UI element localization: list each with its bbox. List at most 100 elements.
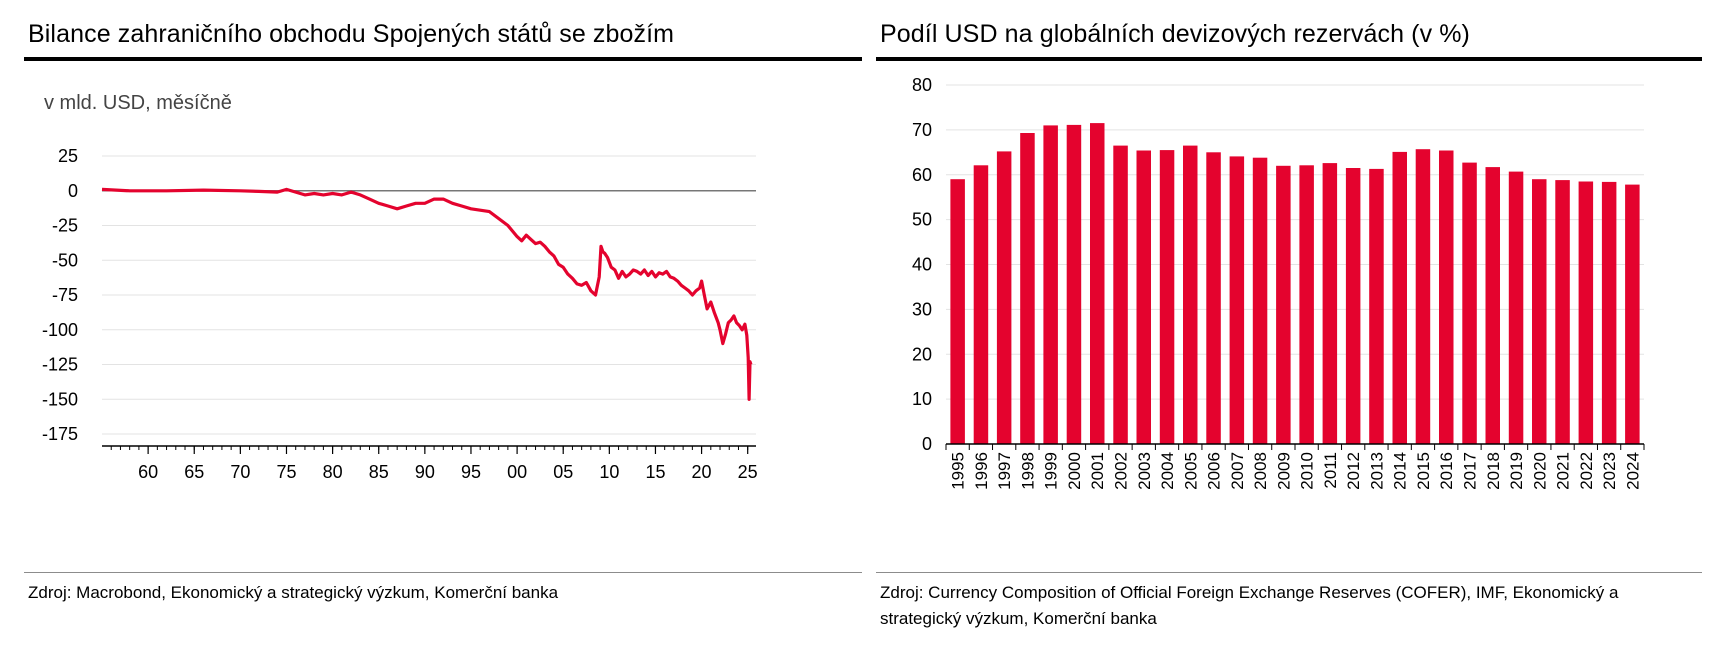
y-tick-label: -25 bbox=[52, 216, 78, 236]
y-tick-label: -75 bbox=[52, 285, 78, 305]
x-tick-label: 2019 bbox=[1507, 452, 1526, 490]
x-tick-label: 1997 bbox=[995, 452, 1014, 490]
trade-balance-subtitle: v mld. USD, měsíčně bbox=[44, 92, 232, 114]
y-tick-label: 60 bbox=[912, 165, 932, 185]
x-tick-label: 2023 bbox=[1600, 452, 1619, 490]
y-tick-label: 40 bbox=[912, 255, 932, 275]
x-tick-label: 2013 bbox=[1367, 452, 1386, 490]
bar bbox=[1206, 152, 1221, 445]
bar bbox=[1252, 157, 1268, 444]
x-tick-label: 00 bbox=[507, 462, 527, 482]
x-tick-label: 2007 bbox=[1228, 452, 1247, 490]
bar bbox=[1439, 150, 1454, 444]
x-tick-label: 2020 bbox=[1530, 452, 1549, 490]
x-tick-label: 70 bbox=[230, 462, 250, 482]
x-tick-label: 2002 bbox=[1112, 452, 1131, 490]
x-tick-label: 1999 bbox=[1042, 452, 1061, 490]
x-tick-label: 2010 bbox=[1298, 452, 1317, 490]
x-tick-label: 2022 bbox=[1577, 452, 1596, 490]
y-tick-label: -50 bbox=[52, 250, 78, 270]
x-tick-label: 15 bbox=[645, 462, 665, 482]
source-divider bbox=[876, 572, 1702, 573]
y-tick-label: 10 bbox=[912, 389, 932, 409]
x-tick-label: 75 bbox=[276, 462, 296, 482]
bar bbox=[1462, 162, 1477, 444]
bar bbox=[1508, 171, 1524, 444]
bar bbox=[1392, 151, 1407, 444]
y-tick-label: -125 bbox=[42, 355, 78, 375]
bar bbox=[1020, 133, 1035, 444]
x-tick-label: 80 bbox=[323, 462, 343, 482]
bar bbox=[1276, 165, 1291, 445]
bar bbox=[1043, 125, 1058, 445]
bar bbox=[950, 179, 965, 444]
trade-balance-series-line bbox=[101, 187, 753, 401]
x-tick-label: 2001 bbox=[1088, 452, 1107, 490]
y-tick-label: 80 bbox=[912, 75, 932, 95]
y-tick-label: 0 bbox=[68, 181, 78, 201]
x-tick-label: 05 bbox=[553, 462, 573, 482]
x-tick-label: 60 bbox=[138, 462, 158, 482]
bar bbox=[1532, 179, 1547, 444]
title-underline bbox=[24, 57, 862, 61]
bar bbox=[1229, 156, 1245, 444]
y-tick-label: 70 bbox=[912, 120, 932, 140]
bar bbox=[1369, 168, 1384, 444]
x-tick-label: 2003 bbox=[1135, 452, 1154, 490]
trade-balance-source: Zdroj: Macrobond, Ekonomický a strategic… bbox=[28, 583, 559, 602]
bar bbox=[1555, 180, 1570, 444]
x-tick-label: 1996 bbox=[972, 452, 991, 490]
y-tick-label: 20 bbox=[912, 344, 932, 364]
y-tick-label: -100 bbox=[42, 320, 78, 340]
bar bbox=[1625, 184, 1640, 444]
x-tick-label: 2004 bbox=[1158, 452, 1177, 490]
y-tick-label: 30 bbox=[912, 299, 932, 319]
x-tick-label: 2016 bbox=[1437, 452, 1456, 490]
x-tick-label: 2014 bbox=[1391, 452, 1410, 490]
x-tick-label: 25 bbox=[738, 462, 758, 482]
bar bbox=[973, 165, 989, 445]
x-tick-label: 2000 bbox=[1065, 452, 1084, 490]
bar bbox=[1415, 149, 1431, 444]
y-tick-label: -175 bbox=[42, 424, 78, 444]
title-underline bbox=[876, 57, 1702, 61]
x-tick-label: 2006 bbox=[1205, 452, 1224, 490]
y-tick-label: 50 bbox=[912, 210, 932, 230]
bar bbox=[1485, 167, 1500, 444]
bar bbox=[1601, 181, 1617, 444]
trade-balance-title: Bilance zahraničního obchodu Spojených s… bbox=[28, 20, 675, 48]
x-tick-label: 85 bbox=[369, 462, 389, 482]
y-tick-label: 0 bbox=[922, 434, 932, 454]
x-tick-label: 2005 bbox=[1181, 452, 1200, 490]
x-tick-label: 2024 bbox=[1623, 452, 1642, 490]
source-divider bbox=[24, 572, 862, 573]
bar bbox=[1322, 163, 1338, 444]
x-tick-label: 90 bbox=[415, 462, 435, 482]
x-tick-label: 2018 bbox=[1484, 452, 1503, 490]
bar bbox=[1090, 123, 1105, 444]
bar bbox=[1066, 124, 1082, 445]
usd-reserves-source: Zdroj: Currency Composition of Official … bbox=[880, 583, 1619, 628]
x-tick-label: 2015 bbox=[1414, 452, 1433, 490]
bar bbox=[1113, 145, 1128, 444]
y-tick-label: -150 bbox=[42, 389, 78, 409]
bar bbox=[996, 151, 1012, 444]
x-tick-label: 2012 bbox=[1344, 452, 1363, 490]
bar bbox=[1299, 165, 1314, 445]
x-tick-label: 2008 bbox=[1251, 452, 1270, 490]
x-tick-label: 2011 bbox=[1321, 452, 1340, 489]
x-tick-label: 2017 bbox=[1461, 452, 1480, 490]
x-tick-label: 65 bbox=[184, 462, 204, 482]
x-tick-label: 95 bbox=[461, 462, 481, 482]
usd-reserves-title: Podíl USD na globálních devizových rezer… bbox=[880, 20, 1470, 48]
x-tick-label: 10 bbox=[599, 462, 619, 482]
x-tick-label: 2021 bbox=[1554, 452, 1573, 490]
x-tick-label: 2009 bbox=[1274, 452, 1293, 490]
trade-balance-panel: Bilance zahraničního obchodu Spojených s… bbox=[24, 0, 862, 646]
bar bbox=[1183, 145, 1198, 444]
y-tick-label: 25 bbox=[58, 146, 78, 166]
x-tick-label: 20 bbox=[692, 462, 712, 482]
x-tick-label: 1995 bbox=[949, 452, 968, 490]
usd-reserves-panel: Podíl USD na globálních devizových rezer… bbox=[876, 0, 1702, 646]
